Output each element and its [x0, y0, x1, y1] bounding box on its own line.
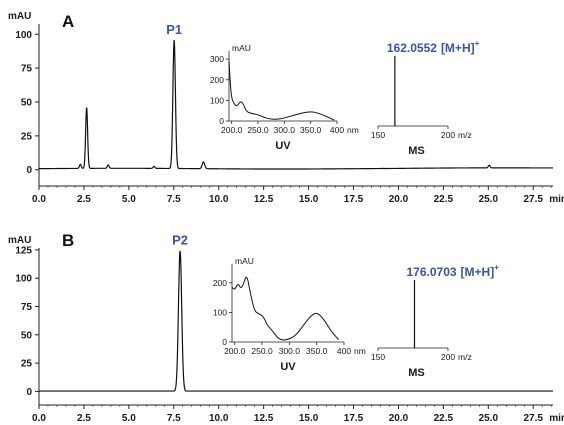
uv-x-tick-label: 250.0 — [251, 346, 273, 356]
x-tick-label: 27.5 — [523, 413, 543, 424]
ms-ion-charge: + — [494, 263, 499, 272]
y-tick-label: 25 — [21, 359, 33, 370]
uv-y-tick-label: 300 — [210, 54, 224, 64]
uv-x-tick-label: 200.0 — [221, 125, 243, 135]
x-axis-unit: min — [549, 194, 564, 205]
ms-x-tick-label: 150 — [371, 352, 385, 362]
x-tick-label: 17.5 — [344, 413, 364, 424]
uv-x-tick-label: 300.0 — [279, 346, 301, 356]
x-tick-label: 17.5 — [344, 194, 364, 205]
ms-ion-label: 176.0703 [M+H]+ — [406, 263, 499, 279]
ms-x-unit: m/z — [458, 352, 472, 362]
ms-x-tick-label: 150 — [371, 130, 385, 140]
uv-spectrum-trace — [228, 61, 335, 121]
y-tick-label: 50 — [21, 98, 33, 109]
x-tick-label: 12.5 — [254, 413, 274, 424]
uv-y-tick-label: 100 — [213, 307, 227, 317]
ms-ion-adduct: [M+H] — [441, 41, 475, 55]
y-tick-label: 75 — [21, 302, 33, 313]
uv-spectrum-inset: mAU 0 100 200 300 200.0 250.0 300.0 350.0 400 nm UV — [210, 43, 359, 152]
y-tick-label: 0 — [26, 165, 32, 176]
uv-y-tick-label: 200 — [210, 75, 224, 85]
uv-x-tick-label: 350.0 — [300, 125, 322, 135]
peak-annotation: P1 — [166, 22, 182, 37]
uv-x-tick-label: 350.0 — [306, 346, 328, 356]
uv-y-unit: mAU — [232, 43, 251, 53]
ms-ion-adduct: [M+H] — [461, 265, 495, 279]
x-tick-label: 22.5 — [434, 413, 454, 424]
uv-x-tick-label: 200.0 — [224, 346, 246, 356]
uv-x-unit: nm — [354, 346, 366, 356]
uv-spectrum-trace — [231, 276, 339, 341]
peak-annotation: P2 — [172, 233, 188, 248]
uv-x-tick-label: 400 — [337, 346, 351, 356]
x-tick-label: 15.0 — [299, 413, 319, 424]
y-tick-label: 125 — [15, 245, 32, 256]
uv-y-tick-label: 200 — [213, 278, 227, 288]
x-tick-label: 2.5 — [77, 413, 91, 424]
ms-inset-label: MS — [408, 145, 425, 157]
ms-x-tick-label: 200 — [441, 352, 455, 362]
chromatogram-trace — [39, 40, 553, 170]
ms-ion-mz: 162.0552 — [387, 41, 437, 55]
panel-letter: A — [62, 12, 74, 31]
uv-y-tick-label: 100 — [210, 95, 224, 105]
y-axis-unit: mAU — [8, 235, 31, 246]
x-tick-label: 2.5 — [77, 194, 91, 205]
ms-x-unit: m/z — [458, 130, 472, 140]
uv-inset-label: UV — [280, 361, 296, 373]
panel-letter: B — [62, 231, 74, 250]
uv-x-unit: nm — [347, 125, 359, 135]
x-tick-label: 22.5 — [434, 194, 454, 205]
chromatogram-trace — [39, 250, 553, 392]
x-tick-label: 10.0 — [209, 194, 229, 205]
x-tick-label: 0.0 — [32, 413, 46, 424]
ms-inset-label: MS — [408, 367, 425, 379]
y-tick-label: 100 — [15, 30, 32, 41]
x-tick-label: 0.0 — [32, 194, 46, 205]
x-tick-label: 25.0 — [479, 413, 499, 424]
y-tick-label: 0 — [26, 387, 32, 398]
x-tick-label: 25.0 — [479, 194, 499, 205]
ms-spectrum-inset: 150 200 m/z 176.0703 [M+H]+ MS — [371, 263, 499, 379]
x-tick-label: 15.0 — [299, 194, 319, 205]
y-tick-label: 75 — [21, 64, 33, 75]
x-tick-label: 7.5 — [167, 194, 181, 205]
uv-x-tick-label: 300.0 — [274, 125, 296, 135]
ms-ion-mz: 176.0703 — [406, 265, 456, 279]
uv-x-tick-label: 400 — [330, 125, 344, 135]
uv-inset-label: UV — [275, 140, 291, 152]
x-tick-label: 10.0 — [209, 413, 229, 424]
x-tick-label: 5.0 — [122, 413, 136, 424]
uv-spectrum-inset: mAU 0 100 200 200.0 250.0 300.0 350.0 400 nm UV — [213, 256, 366, 373]
x-tick-label: 12.5 — [254, 194, 274, 205]
y-tick-label: 100 — [15, 274, 32, 285]
ms-x-tick-label: 200 — [441, 130, 455, 140]
uv-x-tick-label: 250.0 — [247, 125, 269, 135]
uv-y-unit: mAU — [235, 256, 254, 266]
x-axis-unit: min — [549, 413, 564, 424]
ms-ion-label: 162.0552 [M+H]+ — [387, 39, 480, 55]
y-tick-label: 25 — [21, 131, 33, 142]
y-axis-unit: mAU — [8, 11, 31, 22]
ms-spectrum-inset: 150 200 m/z 162.0552 [M+H]+ MS — [371, 39, 480, 157]
x-tick-label: 27.5 — [523, 194, 543, 205]
x-tick-label: 20.0 — [389, 194, 409, 205]
x-tick-label: 5.0 — [122, 194, 136, 205]
x-tick-label: 7.5 — [167, 413, 181, 424]
y-tick-label: 50 — [21, 330, 33, 341]
ms-ion-charge: + — [475, 39, 480, 48]
uv-y-tick-label: 0 — [219, 116, 224, 126]
uv-y-tick-label: 0 — [222, 337, 227, 347]
x-tick-label: 20.0 — [389, 413, 409, 424]
